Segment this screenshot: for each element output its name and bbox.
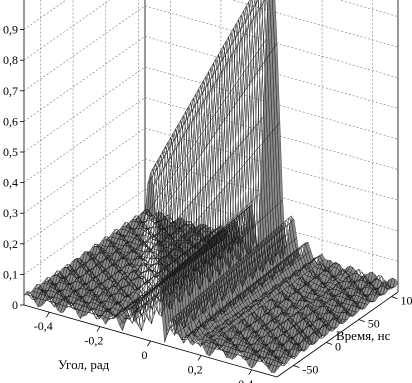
y-tick-label: -50 <box>302 363 318 377</box>
x-axis-title: Угол, рад <box>58 357 110 372</box>
y-tick-label: 100 <box>400 294 412 308</box>
gridline <box>23 66 146 153</box>
chart-gridlines <box>23 0 399 294</box>
x-tick-label: -0,4 <box>34 319 53 333</box>
x-axis-ticks: -0,4 -0,2 0 0,2 0,4 <box>34 311 253 383</box>
x-tick-label: -0,2 <box>84 334 103 348</box>
gridline <box>23 97 146 183</box>
z-tick-label: 0,1 <box>3 267 18 281</box>
gridline <box>23 158 146 245</box>
x-tick <box>248 369 253 376</box>
z-tick-label: 0,7 <box>3 84 18 98</box>
y-axis-title: Время, нс <box>336 328 391 343</box>
z-tick-label: 0,5 <box>3 145 18 159</box>
y-tick <box>293 365 300 368</box>
surface-mesh <box>23 0 399 374</box>
x-tick-label: 0,4 <box>238 377 253 383</box>
x-tick <box>96 326 101 332</box>
y-tick <box>358 319 365 322</box>
box-edge <box>276 291 399 378</box>
gridline <box>23 127 146 214</box>
x-tick <box>45 311 50 318</box>
y-tick-label: 0 <box>335 340 341 354</box>
z-tick-label: 0,3 <box>3 206 18 220</box>
x-tick <box>197 355 202 361</box>
z-axis-ticks: 0 0,1 0,2 0,3 0,4 0,5 0,6 0,7 0,8 0,9 <box>3 23 24 312</box>
gridline <box>23 5 146 92</box>
z-tick-label: 0,2 <box>3 237 18 251</box>
z-tick-label: 0,6 <box>3 114 18 128</box>
z-tick-label: 0,8 <box>3 53 18 67</box>
x-tick-label: 0,2 <box>188 362 203 376</box>
z-tick-label: 0 <box>12 298 18 312</box>
y-tick <box>391 296 398 299</box>
y-tick-label: 50 <box>368 317 380 331</box>
gridline <box>23 0 111 61</box>
gridline <box>23 36 146 122</box>
x-tick-label: 0 <box>142 348 148 362</box>
gridline <box>23 0 67 30</box>
gridline <box>23 189 146 275</box>
y-axis-ticks: -50 0 50 100 <box>293 294 412 377</box>
z-tick-label: 0,4 <box>3 176 18 190</box>
surface-cells <box>23 0 399 374</box>
z-tick-label: 0,9 <box>3 23 18 37</box>
y-tick <box>325 342 333 345</box>
x-tick <box>147 340 151 347</box>
